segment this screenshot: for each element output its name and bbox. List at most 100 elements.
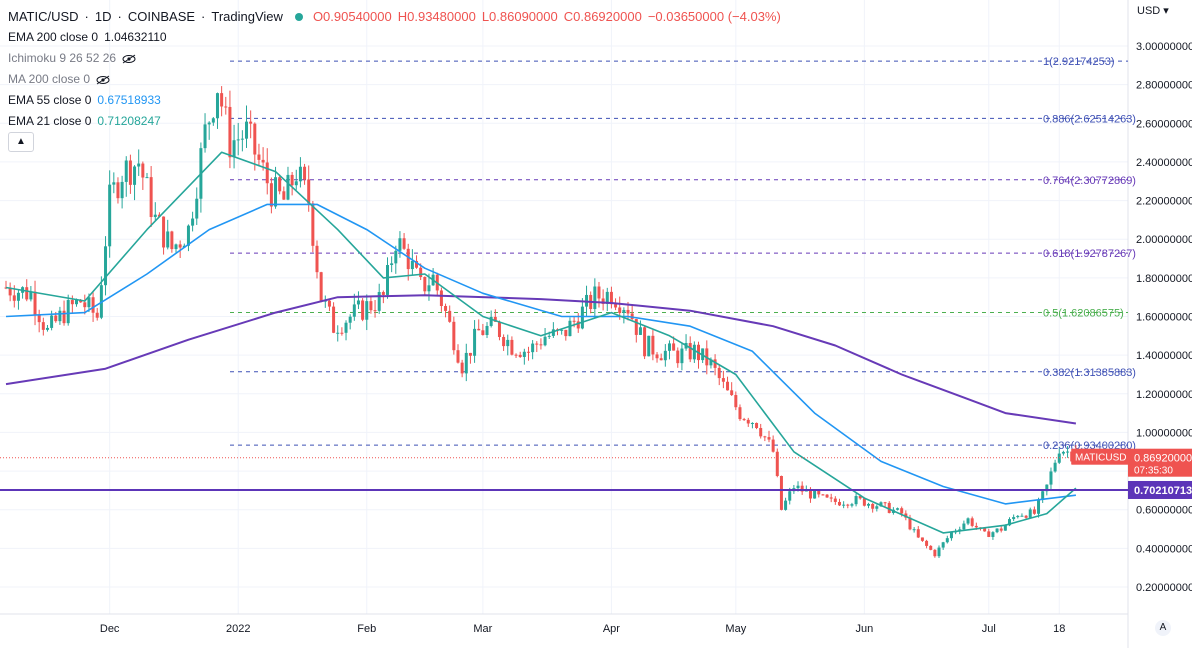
candle-body[interactable]: [245, 121, 249, 139]
candle-body[interactable]: [560, 329, 564, 331]
candle-body[interactable]: [79, 300, 83, 303]
candle-body[interactable]: [535, 343, 539, 345]
candle-body[interactable]: [676, 350, 680, 364]
candle-body[interactable]: [108, 184, 112, 247]
candle-body[interactable]: [128, 160, 132, 185]
candle-body[interactable]: [269, 183, 273, 207]
candle-body[interactable]: [1041, 491, 1045, 500]
candle-body[interactable]: [531, 343, 535, 353]
candle-body[interactable]: [410, 260, 414, 270]
candle-body[interactable]: [211, 118, 215, 123]
candle-body[interactable]: [253, 123, 257, 155]
candle-body[interactable]: [149, 177, 153, 218]
candle-body[interactable]: [228, 106, 232, 158]
candle-body[interactable]: [858, 496, 862, 499]
candle-body[interactable]: [813, 490, 817, 499]
candle-body[interactable]: [609, 291, 613, 305]
candle-body[interactable]: [419, 267, 423, 278]
candle-body[interactable]: [8, 287, 12, 296]
currency-selector[interactable]: USD ▾: [1137, 5, 1169, 17]
candle-body[interactable]: [120, 181, 124, 199]
candle-body[interactable]: [464, 352, 468, 374]
candle-body[interactable]: [912, 529, 916, 531]
indicator-row[interactable]: MA 200 close 0: [8, 69, 781, 90]
candle-body[interactable]: [871, 503, 875, 509]
candle-body[interactable]: [767, 437, 771, 440]
candle-body[interactable]: [784, 500, 788, 510]
candle-body[interactable]: [1016, 515, 1020, 518]
candle-body[interactable]: [45, 327, 49, 330]
candle-body[interactable]: [203, 124, 207, 149]
candle-body[interactable]: [444, 306, 448, 311]
candle-body[interactable]: [643, 327, 647, 357]
candle-body[interactable]: [87, 297, 91, 308]
candle-body[interactable]: [755, 422, 759, 429]
candle-body[interactable]: [999, 528, 1003, 531]
candle-body[interactable]: [29, 291, 33, 300]
candle-body[interactable]: [883, 502, 887, 504]
candle-body[interactable]: [862, 498, 866, 506]
candle-body[interactable]: [692, 344, 696, 360]
candle-body[interactable]: [945, 538, 949, 543]
candle-body[interactable]: [618, 307, 622, 314]
candle-body[interactable]: [854, 496, 858, 505]
candle-body[interactable]: [601, 298, 605, 304]
candle-body[interactable]: [1070, 451, 1074, 462]
candle-body[interactable]: [298, 166, 302, 182]
candle-body[interactable]: [257, 154, 261, 160]
candle-body[interactable]: [448, 310, 452, 322]
candle-body[interactable]: [1028, 509, 1032, 518]
candle-body[interactable]: [33, 291, 37, 315]
candle-body[interactable]: [452, 321, 456, 351]
candle-body[interactable]: [319, 272, 323, 302]
candle-body[interactable]: [688, 343, 692, 360]
candle-body[interactable]: [303, 166, 307, 180]
candle-body[interactable]: [887, 502, 891, 513]
candle-body[interactable]: [829, 497, 833, 499]
candle-body[interactable]: [66, 300, 70, 324]
candle-body[interactable]: [83, 302, 87, 308]
candle-body[interactable]: [672, 343, 676, 351]
candle-body[interactable]: [506, 339, 510, 347]
candle-body[interactable]: [104, 246, 108, 286]
candle-body[interactable]: [112, 182, 116, 185]
candle-body[interactable]: [721, 378, 725, 382]
hidden-eye-icon[interactable]: [122, 54, 136, 64]
candle-body[interactable]: [1053, 462, 1057, 472]
candle-body[interactable]: [900, 508, 904, 514]
candle-body[interactable]: [974, 525, 978, 528]
candle-body[interactable]: [178, 244, 182, 248]
candle-body[interactable]: [215, 93, 219, 119]
candle-body[interactable]: [207, 122, 211, 125]
candle-body[interactable]: [1032, 509, 1036, 514]
candle-body[interactable]: [659, 358, 663, 361]
candle-body[interactable]: [249, 121, 253, 124]
candle-body[interactable]: [925, 540, 929, 546]
candle-body[interactable]: [365, 301, 369, 320]
candle-body[interactable]: [580, 306, 584, 329]
candle-body[interactable]: [1066, 451, 1070, 453]
candle-body[interactable]: [821, 494, 825, 496]
ema55-line[interactable]: [5, 203, 1076, 505]
candle-body[interactable]: [290, 174, 294, 186]
candle-body[interactable]: [564, 329, 568, 337]
candle-body[interactable]: [153, 214, 157, 218]
candle-body[interactable]: [236, 139, 240, 141]
candle-body[interactable]: [995, 528, 999, 533]
candle-body[interactable]: [539, 344, 543, 346]
candle-body[interactable]: [759, 428, 763, 437]
collapse-legend-button[interactable]: ▲: [8, 132, 34, 152]
candle-body[interactable]: [717, 367, 721, 379]
candle-body[interactable]: [58, 310, 62, 322]
candle-body[interactable]: [439, 290, 443, 307]
candle-body[interactable]: [543, 336, 547, 346]
candle-body[interactable]: [356, 300, 360, 305]
candle-body[interactable]: [415, 260, 419, 268]
candle-body[interactable]: [473, 328, 477, 356]
candle-body[interactable]: [265, 162, 269, 184]
candle-body[interactable]: [286, 174, 290, 200]
candle-body[interactable]: [406, 248, 410, 270]
candle-body[interactable]: [220, 93, 224, 107]
candle-body[interactable]: [896, 508, 900, 510]
candle-body[interactable]: [477, 328, 481, 331]
